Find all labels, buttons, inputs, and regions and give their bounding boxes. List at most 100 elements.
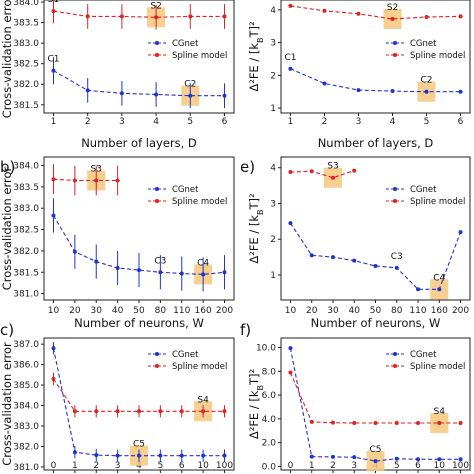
chart-panel-c: 381.0 382.0 383.0 384.0 385.0 386.0 387.0 0 1 2 3 4… xyxy=(0,321,235,473)
point-annotation: C3 xyxy=(154,256,166,266)
data-point xyxy=(115,265,120,270)
data-point xyxy=(115,409,120,414)
legend-marker xyxy=(155,41,159,45)
y-tick-label: 6.0 xyxy=(262,391,277,401)
data-point xyxy=(158,453,163,458)
data-point xyxy=(201,453,206,458)
legend-label: Spline model xyxy=(172,197,227,207)
x-tick-label: 6 xyxy=(458,117,464,127)
y-tick-label: 385.0 xyxy=(13,381,39,391)
y-tick-label: 383.0 xyxy=(13,204,39,214)
point-annotation: S3 xyxy=(327,162,338,172)
x-tick-label: 10 xyxy=(48,306,60,316)
data-point xyxy=(356,11,361,16)
x-tick-label: 1 xyxy=(72,461,78,471)
x-tick-label: 110 xyxy=(409,306,426,316)
data-point xyxy=(85,88,90,93)
point-annotation: C3 xyxy=(391,252,403,262)
x-tick-label: 50 xyxy=(133,306,145,316)
x-tick-label: 50 xyxy=(370,306,382,316)
data-point xyxy=(115,453,120,458)
y-axis-label: Δ²FE / [kBT]² xyxy=(247,369,265,439)
data-point xyxy=(390,89,395,94)
data-point xyxy=(288,170,293,175)
y-tick-label: 382.5 xyxy=(13,226,39,236)
x-tick-label: 200 xyxy=(216,306,233,316)
x-tick-label: 80 xyxy=(391,306,403,316)
y-tick-label: 10.0 xyxy=(256,344,276,354)
point-annotation: C4 xyxy=(197,258,209,268)
legend: CGnet Spline model xyxy=(148,350,227,372)
data-point xyxy=(309,253,314,258)
panel-label: c) xyxy=(0,321,14,339)
data-point xyxy=(94,178,99,183)
data-point xyxy=(458,89,463,94)
legend-label: Spline model xyxy=(410,197,465,207)
y-tick-label: 384.0 xyxy=(13,162,39,172)
y-tick-label: 3 xyxy=(270,39,276,49)
data-point xyxy=(94,409,99,414)
data-point xyxy=(158,409,163,414)
legend-marker xyxy=(155,53,159,57)
legend-marker xyxy=(393,199,397,203)
chart-panel-f: 0.02.04.06.08.010.0012345610100S4C5CGnet… xyxy=(240,321,471,473)
data-point xyxy=(158,270,163,275)
x-tick-label: 6 xyxy=(222,117,228,127)
legend-label: CGnet xyxy=(172,350,199,360)
x-tick-label: 200 xyxy=(452,306,469,316)
data-point xyxy=(424,89,429,94)
x-tick-label: 3 xyxy=(356,117,362,127)
data-point xyxy=(352,168,357,173)
data-point xyxy=(179,453,184,458)
x-tick-label: 5 xyxy=(187,117,193,127)
data-point xyxy=(416,457,421,462)
data-point xyxy=(179,409,184,414)
chart-panel-a: 381.5 382.0 382.5 383.0 383.5 384.0 1 2 3 4 5 6 S1 S2… xyxy=(0,0,235,150)
data-point xyxy=(390,16,395,21)
x-tick-label: 100 xyxy=(216,461,233,471)
legend-label: CGnet xyxy=(172,39,199,49)
y-tick-label: 381.0 xyxy=(13,290,39,300)
data-point xyxy=(356,88,361,93)
y-tick-label: 381.0 xyxy=(13,463,39,473)
legend: CGnet Spline model xyxy=(148,185,227,207)
data-point xyxy=(51,177,56,182)
data-point xyxy=(154,92,159,97)
x-tick-label: 30 xyxy=(91,306,103,316)
data-point xyxy=(51,68,56,73)
data-point xyxy=(458,421,463,426)
legend-marker xyxy=(155,199,159,203)
x-tick-label: 2 xyxy=(330,461,336,471)
legend: CGnet Spline model xyxy=(148,39,227,61)
point-annotation: S1 xyxy=(48,0,59,5)
y-tick-label: 383.0 xyxy=(13,422,39,432)
point-annotation: C2 xyxy=(184,80,196,90)
y-tick-label: 383.5 xyxy=(13,183,39,193)
x-tick-label: 100 xyxy=(452,461,469,471)
legend: CGnet Spline model xyxy=(386,185,465,207)
y-tick-label: 384.0 xyxy=(13,0,39,8)
x-tick-label: 10 xyxy=(197,461,209,471)
y-tick-label: 4 xyxy=(270,164,276,174)
y-tick-label: 0.0 xyxy=(262,462,277,472)
series-line-0 xyxy=(53,70,225,97)
data-point xyxy=(416,287,421,292)
data-point xyxy=(373,421,378,426)
data-point xyxy=(458,230,463,235)
legend: CGnet Spline model xyxy=(386,350,465,372)
x-tick-label: 5 xyxy=(424,117,430,127)
data-point xyxy=(137,409,141,414)
data-point xyxy=(437,421,442,426)
data-point xyxy=(222,14,227,19)
y-tick-label: 382.0 xyxy=(13,442,39,452)
x-tick-label: 4 xyxy=(153,117,159,127)
data-point xyxy=(72,249,77,254)
data-point xyxy=(437,457,442,462)
y-tick-label: 1 xyxy=(270,271,276,281)
panel-label: e) xyxy=(240,158,255,176)
chart-panel-e: 1 2 3 4 10 20 30 40 50 80 110 160 200 S3 C3 C4 CGnet Spli… xyxy=(240,156,471,330)
y-axis-label: Δ²FE / [kBT]² xyxy=(247,193,265,263)
chart-panel-b: 381.0 381.5 382.0 382.5 383.0 383.5 384.0 10 20 3… xyxy=(0,156,235,330)
legend-label: Spline model xyxy=(410,51,465,61)
